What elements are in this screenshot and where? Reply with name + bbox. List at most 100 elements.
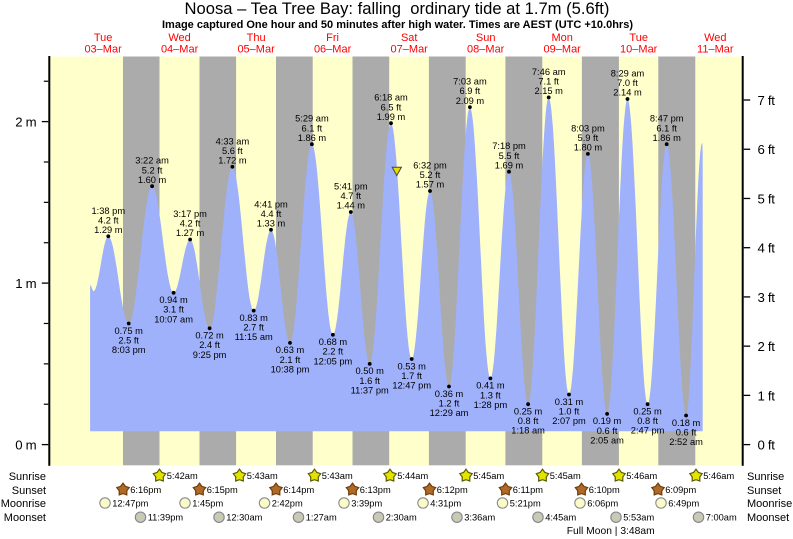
svg-text:0.31 m: 0.31 m — [555, 397, 584, 407]
svg-text:9:25 pm: 9:25 pm — [193, 350, 227, 360]
svg-text:Sunrise: Sunrise — [747, 471, 784, 483]
svg-text:8:47 pm: 8:47 pm — [650, 114, 684, 124]
svg-text:12:29 am: 12:29 am — [430, 408, 469, 418]
svg-text:5:44am: 5:44am — [397, 471, 428, 481]
svg-text:Tue: Tue — [629, 32, 648, 44]
svg-text:0 ft: 0 ft — [758, 438, 776, 453]
svg-text:Moonset: Moonset — [747, 512, 789, 524]
svg-text:2:52 am: 2:52 am — [669, 437, 703, 447]
svg-text:Sunset: Sunset — [747, 485, 781, 497]
svg-text:0.8 ft: 0.8 ft — [518, 416, 539, 426]
svg-text:2 ft: 2 ft — [758, 339, 776, 354]
svg-text:1.86 m: 1.86 m — [298, 133, 327, 143]
svg-text:5.6 ft: 5.6 ft — [222, 146, 243, 156]
svg-text:0.6 ft: 0.6 ft — [676, 427, 697, 437]
svg-text:10:07 am: 10:07 am — [154, 314, 193, 324]
svg-text:4 ft: 4 ft — [758, 241, 776, 256]
svg-text:2.1 ft: 2.1 ft — [280, 355, 301, 365]
svg-text:0.18 m: 0.18 m — [672, 418, 701, 428]
svg-text:5.9 ft: 5.9 ft — [578, 133, 599, 143]
svg-text:1.72 m: 1.72 m — [218, 156, 247, 166]
svg-text:6:13pm: 6:13pm — [360, 485, 391, 495]
svg-text:Wed: Wed — [168, 32, 190, 44]
svg-text:0.25 m: 0.25 m — [514, 407, 543, 417]
svg-text:Moonrise: Moonrise — [747, 498, 792, 510]
svg-text:5:46am: 5:46am — [703, 471, 734, 481]
svg-text:8:29 am: 8:29 am — [611, 69, 645, 79]
svg-text:7:18 pm: 7:18 pm — [492, 141, 526, 151]
svg-text:5:42am: 5:42am — [167, 471, 198, 481]
svg-text:6:09pm: 6:09pm — [665, 485, 696, 495]
svg-text:11:37 pm: 11:37 pm — [351, 385, 389, 395]
svg-text:2.14 m: 2.14 m — [613, 88, 642, 98]
svg-text:Moonrise: Moonrise — [1, 498, 46, 510]
svg-text:2:42pm: 2:42pm — [272, 498, 303, 508]
svg-text:0.68 m: 0.68 m — [319, 337, 348, 347]
svg-text:6:16pm: 6:16pm — [130, 485, 161, 495]
svg-text:8:03 pm: 8:03 pm — [571, 123, 605, 133]
svg-text:5:43am: 5:43am — [247, 471, 278, 481]
svg-text:4:31pm: 4:31pm — [430, 498, 461, 508]
svg-text:6.9 ft: 6.9 ft — [460, 86, 481, 96]
svg-text:06–Mar: 06–Mar — [314, 44, 352, 56]
svg-text:5:29 am: 5:29 am — [295, 114, 329, 124]
svg-text:4.4 ft: 4.4 ft — [261, 209, 282, 219]
svg-text:1.69 m: 1.69 m — [495, 160, 524, 170]
svg-text:10–Mar: 10–Mar — [620, 44, 658, 56]
svg-text:1.60 m: 1.60 m — [138, 175, 167, 185]
svg-text:Sat: Sat — [401, 32, 418, 44]
svg-text:12:30am: 12:30am — [226, 513, 262, 523]
svg-text:0.50 m: 0.50 m — [355, 366, 384, 376]
svg-text:6:06pm: 6:06pm — [587, 498, 618, 508]
svg-text:04–Mar: 04–Mar — [161, 44, 199, 56]
svg-text:7:46 am: 7:46 am — [532, 67, 566, 77]
svg-text:4.2 ft: 4.2 ft — [180, 219, 201, 229]
svg-text:2.4 ft: 2.4 ft — [199, 340, 220, 350]
svg-text:05–Mar: 05–Mar — [237, 44, 275, 56]
svg-text:Moonset: Moonset — [4, 512, 46, 524]
svg-text:2 m: 2 m — [15, 115, 36, 130]
svg-text:5:21pm: 5:21pm — [510, 498, 541, 508]
svg-text:1 m: 1 m — [15, 276, 36, 291]
svg-text:0.36 m: 0.36 m — [435, 389, 464, 399]
svg-text:Thu: Thu — [247, 32, 266, 44]
svg-text:5:41 pm: 5:41 pm — [334, 182, 368, 192]
svg-text:Wed: Wed — [704, 32, 726, 44]
svg-text:0.83 m: 0.83 m — [239, 313, 268, 323]
svg-text:1.6 ft: 1.6 ft — [359, 376, 380, 386]
svg-text:6:12pm: 6:12pm — [437, 485, 468, 495]
svg-text:4:45am: 4:45am — [545, 513, 576, 523]
svg-text:2:47 pm: 2:47 pm — [631, 426, 665, 436]
svg-text:1.44 m: 1.44 m — [337, 201, 366, 211]
svg-text:5:46am: 5:46am — [626, 471, 657, 481]
svg-text:2.15 m: 2.15 m — [534, 86, 563, 96]
svg-text:Mon: Mon — [551, 32, 572, 44]
svg-text:Sunset: Sunset — [12, 485, 46, 497]
svg-text:03–Mar: 03–Mar — [84, 44, 122, 56]
svg-text:5:53am: 5:53am — [623, 513, 654, 523]
svg-text:11–Mar: 11–Mar — [697, 44, 734, 56]
svg-text:12:47pm: 12:47pm — [112, 498, 148, 508]
svg-text:2.2 ft: 2.2 ft — [323, 347, 344, 357]
svg-text:4:41 pm: 4:41 pm — [254, 199, 288, 209]
svg-text:5:45am: 5:45am — [473, 471, 504, 481]
svg-text:5.2 ft: 5.2 ft — [420, 170, 441, 180]
svg-text:2.09 m: 2.09 m — [456, 96, 485, 106]
svg-text:5 ft: 5 ft — [758, 192, 776, 207]
svg-text:6:32 pm: 6:32 pm — [413, 161, 447, 171]
svg-text:Sunrise: Sunrise — [9, 471, 46, 483]
svg-text:3:36am: 3:36am — [464, 513, 495, 523]
svg-text:0.19 m: 0.19 m — [593, 416, 622, 426]
svg-text:1.86 m: 1.86 m — [652, 133, 681, 143]
svg-text:6:49pm: 6:49pm — [668, 498, 699, 508]
svg-text:0.63 m: 0.63 m — [276, 345, 305, 355]
svg-text:11:15 am: 11:15 am — [235, 332, 273, 342]
svg-text:Full Moon | 3:48am: Full Moon | 3:48am — [567, 526, 655, 537]
svg-text:4:33 am: 4:33 am — [216, 136, 250, 146]
svg-text:1.29 m: 1.29 m — [94, 225, 123, 235]
svg-text:1 ft: 1 ft — [758, 388, 776, 403]
svg-text:0.8 ft: 0.8 ft — [637, 416, 658, 426]
svg-text:7.0 ft: 7.0 ft — [617, 78, 638, 88]
svg-text:0.53 m: 0.53 m — [397, 361, 426, 371]
svg-text:3:39pm: 3:39pm — [351, 498, 382, 508]
